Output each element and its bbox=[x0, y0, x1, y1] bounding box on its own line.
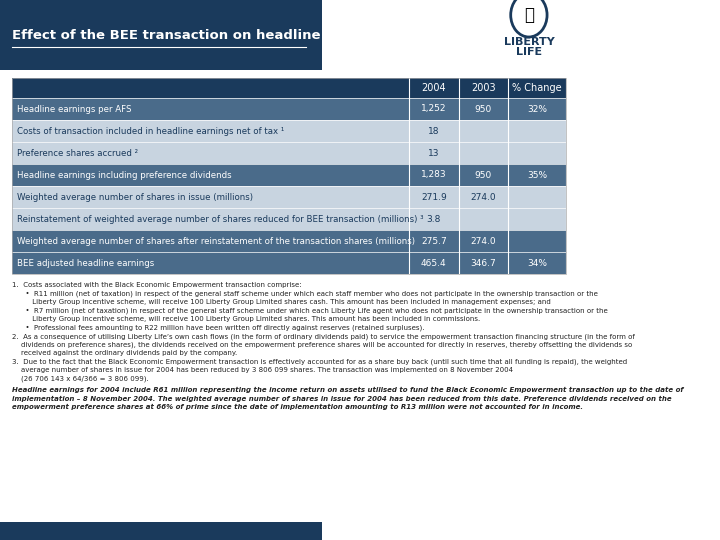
Text: Headline earnings for 2004 include R61 million representing the income return on: Headline earnings for 2004 include R61 m… bbox=[12, 387, 684, 393]
Text: LIFE: LIFE bbox=[516, 47, 542, 57]
Text: empowerment preference shares at 66% of prime since the date of implementation a: empowerment preference shares at 66% of … bbox=[12, 404, 583, 410]
Text: •  Professional fees amounting to R22 million have been written off directly aga: • Professional fees amounting to R22 mil… bbox=[12, 325, 425, 331]
Text: Headline earnings including preference dividends: Headline earnings including preference d… bbox=[17, 171, 231, 179]
Text: 1.  Costs associated with the Black Economic Empowerment transaction comprise:: 1. Costs associated with the Black Econo… bbox=[12, 282, 302, 288]
Text: Liberty Group incentive scheme, will receive 100 Liberty Group Limited shares ca: Liberty Group incentive scheme, will rec… bbox=[12, 299, 551, 305]
Text: •  R11 million (net of taxation) in respect of the general staff scheme under wh: • R11 million (net of taxation) in respe… bbox=[12, 291, 598, 297]
Text: 32%: 32% bbox=[527, 105, 547, 113]
Text: 1,252: 1,252 bbox=[421, 105, 446, 113]
Text: 1,283: 1,283 bbox=[421, 171, 446, 179]
Text: Preference shares accrued ²: Preference shares accrued ² bbox=[17, 148, 138, 158]
Bar bbox=[0, 522, 323, 540]
Text: 274.0: 274.0 bbox=[471, 237, 496, 246]
Bar bbox=[12, 78, 566, 98]
Text: 950: 950 bbox=[474, 105, 492, 113]
Bar bbox=[12, 164, 566, 186]
Text: 275.7: 275.7 bbox=[421, 237, 446, 246]
Bar bbox=[0, 0, 323, 70]
Bar bbox=[12, 98, 566, 120]
Text: average number of shares in issue for 2004 has been reduced by 3 806 099 shares.: average number of shares in issue for 20… bbox=[12, 367, 513, 373]
Text: BEE adjusted headline earnings: BEE adjusted headline earnings bbox=[17, 259, 154, 267]
Text: implementation – 8 November 2004. The weighted average number of shares in issue: implementation – 8 November 2004. The we… bbox=[12, 395, 672, 402]
Text: Headline earnings per AFS: Headline earnings per AFS bbox=[17, 105, 131, 113]
Text: 34%: 34% bbox=[527, 259, 547, 267]
Bar bbox=[12, 252, 566, 274]
Text: received against the ordinary dividends paid by the company.: received against the ordinary dividends … bbox=[12, 350, 238, 356]
Text: 🔥: 🔥 bbox=[524, 6, 534, 24]
Text: 18: 18 bbox=[428, 126, 440, 136]
Text: % Change: % Change bbox=[513, 83, 562, 93]
Bar bbox=[12, 208, 566, 230]
Text: 3.8: 3.8 bbox=[427, 214, 441, 224]
Text: 2.  As a consequence of utilising Liberty Life’s own cash flows (in the form of : 2. As a consequence of utilising Liberty… bbox=[12, 333, 635, 340]
Text: LIBERTY: LIBERTY bbox=[503, 37, 554, 47]
Text: 950: 950 bbox=[474, 171, 492, 179]
Text: Liberty Group incentive scheme, will receive 100 Liberty Group Limited shares. T: Liberty Group incentive scheme, will rec… bbox=[12, 316, 481, 322]
Bar bbox=[12, 142, 566, 164]
Text: 13: 13 bbox=[428, 148, 440, 158]
Text: 2004: 2004 bbox=[421, 83, 446, 93]
Text: 3.  Due to the fact that the Black Economic Empowerment transaction is effective: 3. Due to the fact that the Black Econom… bbox=[12, 359, 628, 365]
Text: Effect of the BEE transaction on headline earnings: Effect of the BEE transaction on headlin… bbox=[12, 29, 391, 42]
Text: Costs of transaction included in headline earnings net of tax ¹: Costs of transaction included in headlin… bbox=[17, 126, 284, 136]
Text: (26 706 143 x 64/366 = 3 806 099).: (26 706 143 x 64/366 = 3 806 099). bbox=[12, 375, 149, 382]
Text: 465.4: 465.4 bbox=[421, 259, 446, 267]
Text: 346.7: 346.7 bbox=[471, 259, 496, 267]
Text: •  R7 million (net of taxation) in respect of the general staff scheme under whi: • R7 million (net of taxation) in respec… bbox=[12, 307, 608, 314]
Text: Weighted average number of shares after reinstatement of the transaction shares : Weighted average number of shares after … bbox=[17, 237, 415, 246]
Bar bbox=[12, 120, 566, 142]
Bar bbox=[12, 186, 566, 208]
Text: Reinstatement of weighted average number of shares reduced for BEE transaction (: Reinstatement of weighted average number… bbox=[17, 214, 423, 224]
Text: 35%: 35% bbox=[527, 171, 547, 179]
Text: 274.0: 274.0 bbox=[471, 192, 496, 201]
Bar bbox=[12, 230, 566, 252]
Text: Weighted average number of shares in issue (millions): Weighted average number of shares in iss… bbox=[17, 192, 253, 201]
Bar bbox=[12, 78, 566, 274]
Text: 2003: 2003 bbox=[471, 83, 496, 93]
Text: 271.9: 271.9 bbox=[421, 192, 446, 201]
Text: dividends on preference shares), the dividends received on the empowerment prefe: dividends on preference shares), the div… bbox=[12, 341, 633, 348]
